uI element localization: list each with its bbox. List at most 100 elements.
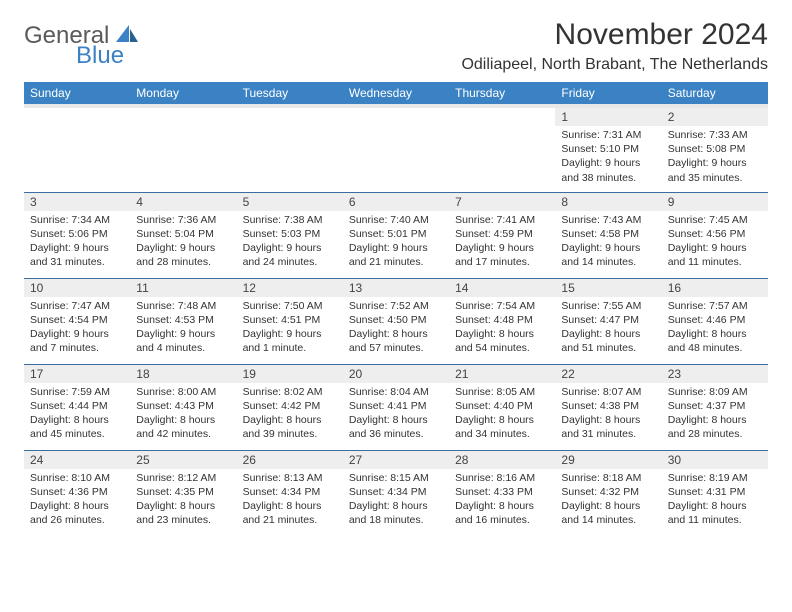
daylight-text: Daylight: 9 hours and 31 minutes. (30, 241, 124, 269)
sunset-text: Sunset: 4:48 PM (455, 313, 549, 327)
sunrise-text: Sunrise: 8:00 AM (136, 385, 230, 399)
brand-logo: General Blue (24, 18, 138, 68)
day-number: 15 (555, 279, 661, 297)
day-number: 5 (237, 193, 343, 211)
calendar-cell: 11Sunrise: 7:48 AMSunset: 4:53 PMDayligh… (130, 278, 236, 364)
day-number: 29 (555, 451, 661, 469)
day-number: 6 (343, 193, 449, 211)
day-number: 17 (24, 365, 130, 383)
sunset-text: Sunset: 4:58 PM (561, 227, 655, 241)
sunset-text: Sunset: 4:59 PM (455, 227, 549, 241)
sunrise-text: Sunrise: 7:31 AM (561, 128, 655, 142)
day-content: Sunrise: 7:45 AMSunset: 4:56 PMDaylight:… (662, 211, 768, 274)
calendar-cell: 19Sunrise: 8:02 AMSunset: 4:42 PMDayligh… (237, 364, 343, 450)
sunset-text: Sunset: 4:53 PM (136, 313, 230, 327)
day-content: Sunrise: 8:09 AMSunset: 4:37 PMDaylight:… (662, 383, 768, 446)
calendar-row: 10Sunrise: 7:47 AMSunset: 4:54 PMDayligh… (24, 278, 768, 364)
day-content: Sunrise: 8:12 AMSunset: 4:35 PMDaylight:… (130, 469, 236, 532)
sunset-text: Sunset: 4:44 PM (30, 399, 124, 413)
sunrise-text: Sunrise: 7:40 AM (349, 213, 443, 227)
sunset-text: Sunset: 4:34 PM (243, 485, 337, 499)
daylight-text: Daylight: 8 hours and 18 minutes. (349, 499, 443, 527)
sunrise-text: Sunrise: 8:16 AM (455, 471, 549, 485)
day-number: 4 (130, 193, 236, 211)
day-content: Sunrise: 7:52 AMSunset: 4:50 PMDaylight:… (343, 297, 449, 360)
day-header-row: SundayMondayTuesdayWednesdayThursdayFrid… (24, 82, 768, 106)
day-content: Sunrise: 7:54 AMSunset: 4:48 PMDaylight:… (449, 297, 555, 360)
day-number: 23 (662, 365, 768, 383)
calendar-cell (237, 106, 343, 192)
daylight-text: Daylight: 9 hours and 17 minutes. (455, 241, 549, 269)
day-content: Sunrise: 7:48 AMSunset: 4:53 PMDaylight:… (130, 297, 236, 360)
daylight-text: Daylight: 8 hours and 34 minutes. (455, 413, 549, 441)
day-header: Monday (130, 82, 236, 106)
sunrise-text: Sunrise: 7:52 AM (349, 299, 443, 313)
sunrise-text: Sunrise: 8:12 AM (136, 471, 230, 485)
daylight-text: Daylight: 8 hours and 11 minutes. (668, 499, 762, 527)
calendar-cell: 29Sunrise: 8:18 AMSunset: 4:32 PMDayligh… (555, 450, 661, 536)
daylight-text: Daylight: 8 hours and 57 minutes. (349, 327, 443, 355)
day-content: Sunrise: 8:19 AMSunset: 4:31 PMDaylight:… (662, 469, 768, 532)
day-number: 9 (662, 193, 768, 211)
calendar-cell: 23Sunrise: 8:09 AMSunset: 4:37 PMDayligh… (662, 364, 768, 450)
sunrise-text: Sunrise: 7:54 AM (455, 299, 549, 313)
calendar-row: 17Sunrise: 7:59 AMSunset: 4:44 PMDayligh… (24, 364, 768, 450)
calendar-cell: 7Sunrise: 7:41 AMSunset: 4:59 PMDaylight… (449, 192, 555, 278)
day-content: Sunrise: 7:57 AMSunset: 4:46 PMDaylight:… (662, 297, 768, 360)
sunset-text: Sunset: 4:50 PM (349, 313, 443, 327)
day-content: Sunrise: 8:13 AMSunset: 4:34 PMDaylight:… (237, 469, 343, 532)
daylight-text: Daylight: 8 hours and 28 minutes. (668, 413, 762, 441)
day-content: Sunrise: 7:31 AMSunset: 5:10 PMDaylight:… (555, 126, 661, 189)
calendar-cell (130, 106, 236, 192)
daylight-text: Daylight: 8 hours and 31 minutes. (561, 413, 655, 441)
sunset-text: Sunset: 4:36 PM (30, 485, 124, 499)
sunset-text: Sunset: 4:47 PM (561, 313, 655, 327)
sunset-text: Sunset: 4:51 PM (243, 313, 337, 327)
header: General Blue November 2024 Odiliapeel, N… (24, 18, 768, 74)
calendar-cell (449, 106, 555, 192)
calendar-cell: 24 Sunrise: 8:10 AMSunset: 4:36 PMDayligh… (24, 450, 130, 536)
day-header: Sunday (24, 82, 130, 106)
sunset-text: Sunset: 4:43 PM (136, 399, 230, 413)
sunset-text: Sunset: 4:56 PM (668, 227, 762, 241)
daylight-text: Daylight: 9 hours and 4 minutes. (136, 327, 230, 355)
calendar-cell (343, 106, 449, 192)
sunrise-text: Sunrise: 8:05 AM (455, 385, 549, 399)
calendar-cell: 8Sunrise: 7:43 AMSunset: 4:58 PMDaylight… (555, 192, 661, 278)
day-number: 12 (237, 279, 343, 297)
sunset-text: Sunset: 4:54 PM (30, 313, 124, 327)
sunrise-text: Sunrise: 8:18 AM (561, 471, 655, 485)
daylight-text: Daylight: 8 hours and 21 minutes. (243, 499, 337, 527)
calendar-cell: 1Sunrise: 7:31 AMSunset: 5:10 PMDaylight… (555, 106, 661, 192)
day-header: Thursday (449, 82, 555, 106)
calendar-row: 24Sunrise: 8:10 AMSunset: 4:36 PMDayligh… (24, 450, 768, 536)
daylight-text: Daylight: 9 hours and 14 minutes. (561, 241, 655, 269)
day-number: 1 (555, 108, 661, 126)
sunset-text: Sunset: 5:08 PM (668, 142, 762, 156)
calendar-cell: 22Sunrise: 8:07 AMSunset: 4:38 PMDayligh… (555, 364, 661, 450)
daylight-text: Daylight: 8 hours and 14 minutes. (561, 499, 655, 527)
daylight-text: Daylight: 8 hours and 26 minutes. (30, 499, 124, 527)
sunset-text: Sunset: 5:04 PM (136, 227, 230, 241)
sunrise-text: Sunrise: 7:36 AM (136, 213, 230, 227)
calendar-cell: 26Sunrise: 8:13 AMSunset: 4:34 PMDayligh… (237, 450, 343, 536)
day-number: 8 (555, 193, 661, 211)
sunset-text: Sunset: 4:42 PM (243, 399, 337, 413)
day-number: 7 (449, 193, 555, 211)
daylight-text: Daylight: 8 hours and 45 minutes. (30, 413, 124, 441)
calendar-cell: 21Sunrise: 8:05 AMSunset: 4:40 PMDayligh… (449, 364, 555, 450)
sunrise-text: Sunrise: 8:10 AM (30, 471, 124, 485)
day-content: Sunrise: 7:34 AMSunset: 5:06 PMDaylight:… (24, 211, 130, 274)
daylight-text: Daylight: 8 hours and 23 minutes. (136, 499, 230, 527)
calendar-cell: 20Sunrise: 8:04 AMSunset: 4:41 PMDayligh… (343, 364, 449, 450)
daylight-text: Daylight: 8 hours and 51 minutes. (561, 327, 655, 355)
sunrise-text: Sunrise: 8:13 AM (243, 471, 337, 485)
day-number: 24 (24, 451, 130, 469)
calendar-cell: 27Sunrise: 8:15 AMSunset: 4:34 PMDayligh… (343, 450, 449, 536)
day-content: Sunrise: 7:55 AMSunset: 4:47 PMDaylight:… (555, 297, 661, 360)
calendar-cell: 17Sunrise: 7:59 AMSunset: 4:44 PMDayligh… (24, 364, 130, 450)
sunset-text: Sunset: 4:35 PM (136, 485, 230, 499)
day-content: Sunrise: 8:02 AMSunset: 4:42 PMDaylight:… (237, 383, 343, 446)
day-header: Tuesday (237, 82, 343, 106)
calendar-cell: 16Sunrise: 7:57 AMSunset: 4:46 PMDayligh… (662, 278, 768, 364)
